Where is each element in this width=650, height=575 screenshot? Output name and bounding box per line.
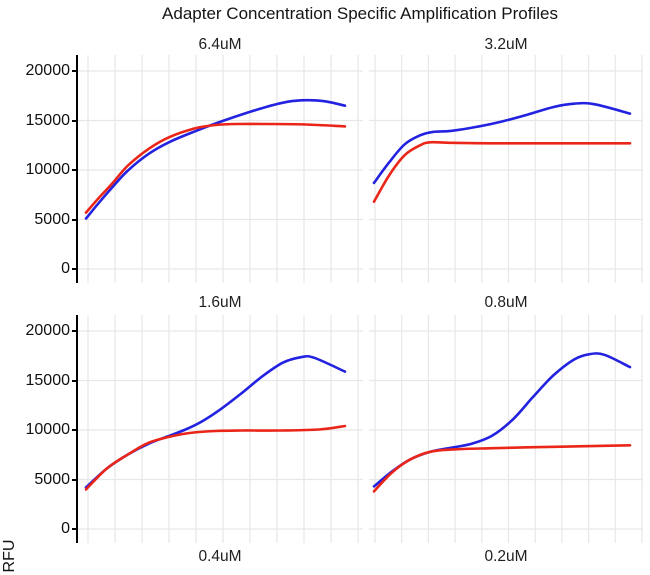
- facet-label-6-4uM: 6.4uM: [198, 36, 242, 53]
- amplification-curve-red: [84, 122, 347, 214]
- y-axis-line: [76, 315, 79, 543]
- amplification-curve-blue: [84, 98, 347, 220]
- y-axis-title: RFU: [1, 539, 18, 573]
- y-axis-tick-label: 0: [61, 520, 70, 537]
- chart-title: Adapter Concentration Specific Amplifica…: [162, 4, 558, 23]
- y-axis-tick: [72, 379, 77, 382]
- facet-panel-1-6uM: [77, 315, 363, 543]
- amplification-curve-red: [84, 424, 347, 491]
- y-axis-tick: [72, 268, 77, 270]
- y-axis-tick-label: 20000: [25, 322, 71, 339]
- y-axis-tick-label: 5000: [34, 470, 70, 488]
- facet-panel-6-4uM: [77, 55, 363, 283]
- y-axis-line: [76, 55, 79, 283]
- amplification-curve-red: [372, 444, 632, 493]
- y-axis-tick-label: 15000: [25, 371, 71, 389]
- amplification-curve-blue: [84, 354, 347, 489]
- y-axis-tick: [72, 119, 77, 122]
- y-axis-tick-label: 15000: [25, 111, 71, 129]
- y-axis-tick-label: 5000: [34, 210, 70, 228]
- facet-label-0-8uM: 0.8uM: [484, 294, 528, 311]
- facet-label-1-6uM: 1.6uM: [198, 294, 242, 311]
- facet-panel-0-8uM: [369, 315, 643, 543]
- amplification-curve-blue: [372, 352, 632, 488]
- y-axis-tick: [72, 70, 77, 72]
- facet-panel-3-2uM: [369, 55, 643, 283]
- amplification-curve-red: [372, 140, 632, 203]
- y-axis-tick: [72, 478, 77, 481]
- y-axis-tick-label: 20000: [25, 62, 71, 79]
- y-axis-tick: [72, 169, 77, 171]
- facet-label-0-2uM: 0.2uM: [484, 548, 528, 565]
- facet-label-3-2uM: 3.2uM: [484, 36, 528, 53]
- y-axis-tick-label: 0: [61, 260, 70, 277]
- y-axis-tick: [72, 330, 77, 332]
- amplification-curve-blue: [372, 101, 632, 185]
- y-axis-tick: [72, 218, 77, 221]
- y-axis-tick-label: 10000: [25, 421, 71, 438]
- facet-label-0-4uM: 0.4uM: [198, 548, 242, 565]
- y-axis-tick-label: 10000: [25, 161, 71, 178]
- y-axis-tick: [72, 429, 77, 431]
- y-axis-tick: [72, 528, 77, 530]
